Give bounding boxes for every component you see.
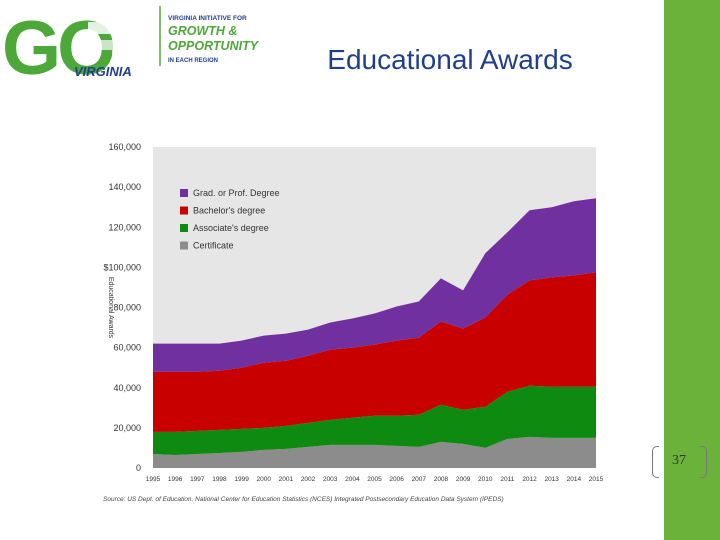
x-tick-label: 1995 xyxy=(146,476,161,483)
x-tick-label: 1999 xyxy=(234,476,249,483)
logo-virginia: VIRGINIA xyxy=(74,64,132,79)
legend-label-associate-s-degree: Associate's degree xyxy=(193,223,269,233)
x-tick-label: 2003 xyxy=(323,476,338,483)
page-number-bracket-right xyxy=(700,446,707,478)
x-tick-label: 1998 xyxy=(212,476,227,483)
x-tick-label: 2001 xyxy=(279,476,294,483)
logo-tagline-top: VIRGINIA INITIATIVE FOR xyxy=(168,15,247,22)
slide-title: Educational Awards xyxy=(327,44,573,75)
x-tick-label: 2013 xyxy=(544,476,559,483)
series-area-associate-s-degree xyxy=(153,385,596,455)
y-tick-label: 0 xyxy=(136,463,141,473)
chart-panel: 0 20,000 40,000 60,000 80,000 $100,000 120,000… xyxy=(98,130,606,512)
series-area-certificate xyxy=(153,436,596,468)
y-tick-label: $100,000 xyxy=(103,262,141,272)
x-tick-label: 2004 xyxy=(345,476,360,483)
legend-label-bachelor-s-degree: Bachelor's degree xyxy=(193,206,265,216)
series-area-bachelor-s-degree xyxy=(153,272,596,432)
stacked-area-chart: 0 20,000 40,000 60,000 80,000 $100,000 120,000… xyxy=(103,142,604,483)
x-tick-label: 2007 xyxy=(412,476,427,483)
legend-swatch-associate-s-degree xyxy=(180,224,188,232)
page-number-bracket-left xyxy=(652,446,659,478)
logo-tagline-line2: OPPORTUNITY xyxy=(168,39,260,53)
go-virginia-logo: GO VIRGINIA VIRGINIA INITIATIVE FOR GROW… xyxy=(2,6,260,90)
y-axis-label: Educational Awards xyxy=(107,277,114,339)
y-tick-label: 60,000 xyxy=(113,343,141,353)
x-tick-label: 2010 xyxy=(478,476,493,483)
x-tick-label: 2014 xyxy=(567,476,582,483)
y-tick-label: 160,000 xyxy=(108,142,141,152)
chart-source-note: Source: US Dept. of Education, National … xyxy=(103,496,504,503)
logo-tagline-line1: GROWTH & xyxy=(168,24,237,38)
legend-label-certificate: Certificate xyxy=(193,241,234,251)
x-tick-label: 2009 xyxy=(456,476,471,483)
x-tick-label: 2012 xyxy=(522,476,537,483)
y-tick-label: 80,000 xyxy=(113,303,141,313)
y-tick-label: 40,000 xyxy=(113,383,141,393)
x-tick-label: 2002 xyxy=(301,476,316,483)
legend-swatch-certificate xyxy=(180,241,188,250)
x-tick-label: 2006 xyxy=(389,476,404,483)
x-tick-label: 2000 xyxy=(257,476,272,483)
legend-label-grad-or-prof-degree: Grad. or Prof. Degree xyxy=(193,188,280,198)
x-tick-label: 1997 xyxy=(190,476,205,483)
legend-swatch-bachelor-s-degree xyxy=(180,206,188,215)
legend-swatch-grad-or-prof-degree xyxy=(180,189,188,197)
y-tick-label: 120,000 xyxy=(108,222,141,232)
x-tick-label: 2005 xyxy=(367,476,382,483)
x-tick-label: 2008 xyxy=(434,476,449,483)
y-tick-label: 20,000 xyxy=(113,423,141,433)
green-sidebar xyxy=(664,0,720,540)
x-tick-label: 1996 xyxy=(168,476,183,483)
x-tick-label: 2011 xyxy=(500,476,514,483)
x-tick-label: 2015 xyxy=(589,476,604,483)
page-number: 37 xyxy=(672,453,686,468)
series-area-grad-or-prof-degree xyxy=(153,198,596,372)
logo-arrow-icon xyxy=(88,12,134,58)
y-tick-label: 140,000 xyxy=(108,182,141,192)
logo-tagline-bottom: IN EACH REGION xyxy=(168,58,218,64)
